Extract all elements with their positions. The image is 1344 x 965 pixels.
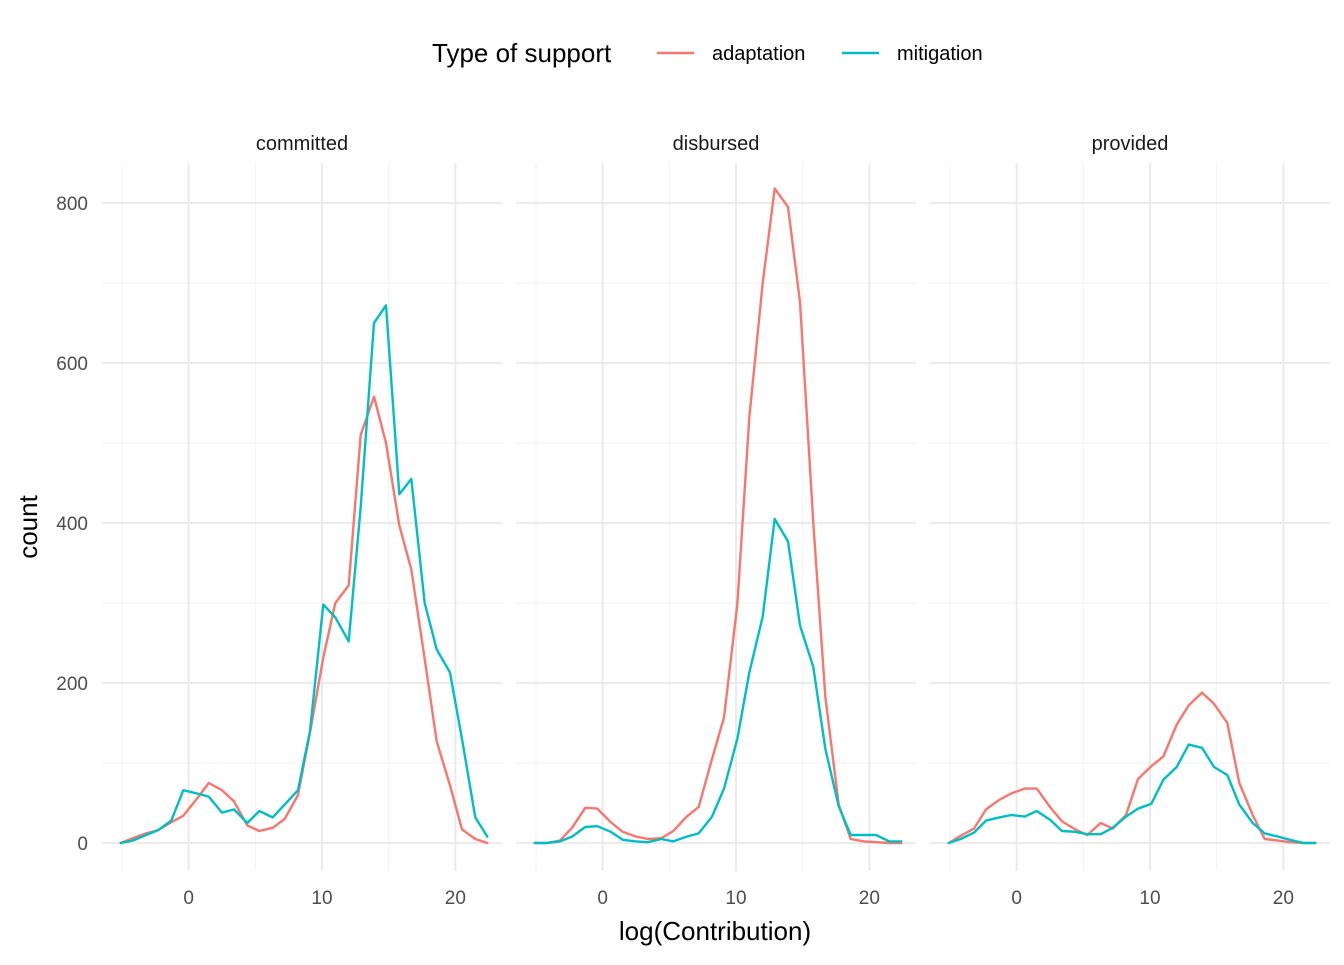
y-tick-label: 0 (77, 834, 88, 855)
y-tick-label: 200 (56, 674, 88, 695)
y-axis-title: count (13, 494, 43, 558)
legend-title: Type of support (432, 38, 612, 68)
x-tick-label: 10 (1139, 888, 1160, 909)
series-line-mitigation (533, 517, 903, 845)
x-tick-label: 10 (725, 888, 746, 909)
legend-label-adaptation: adaptation (712, 43, 805, 65)
x-tick-label: 20 (445, 888, 466, 909)
x-tick-label: 0 (1011, 888, 1022, 909)
y-tick-label: 600 (56, 354, 88, 375)
series-line-adaptation (119, 395, 489, 845)
series-line-mitigation (947, 743, 1317, 845)
x-tick-label: 20 (1273, 888, 1294, 909)
y-tick-label: 400 (56, 514, 88, 535)
x-tick-label: 10 (311, 888, 332, 909)
panels: committed 0 10 20 disbursed 0 10 20 provided 0 10 2… (102, 133, 1330, 909)
legend-label-mitigation: mitigation (897, 43, 983, 65)
x-tick-label: 0 (597, 888, 608, 909)
series-line-adaptation (947, 691, 1317, 845)
x-tick-label: 0 (183, 888, 194, 909)
panel-disbursed: disbursed 0 10 20 (516, 133, 916, 909)
panel-strip-label: disbursed (673, 133, 760, 155)
y-tick-label: 800 (56, 194, 88, 215)
y-axis-ticks: 0 200 400 600 800 (56, 194, 88, 855)
panel-provided: provided 0 10 20 (930, 133, 1330, 909)
panel-committed: committed 0 10 20 (102, 133, 502, 909)
panel-strip-label: provided (1092, 133, 1169, 155)
legend: Type of support adaptation mitigation (432, 38, 983, 68)
panel-strip-label: committed (256, 133, 348, 155)
series-line-mitigation (119, 304, 489, 845)
x-axis-title: log(Contribution) (619, 916, 811, 946)
series-line-adaptation (533, 187, 903, 845)
x-tick-label: 20 (859, 888, 880, 909)
